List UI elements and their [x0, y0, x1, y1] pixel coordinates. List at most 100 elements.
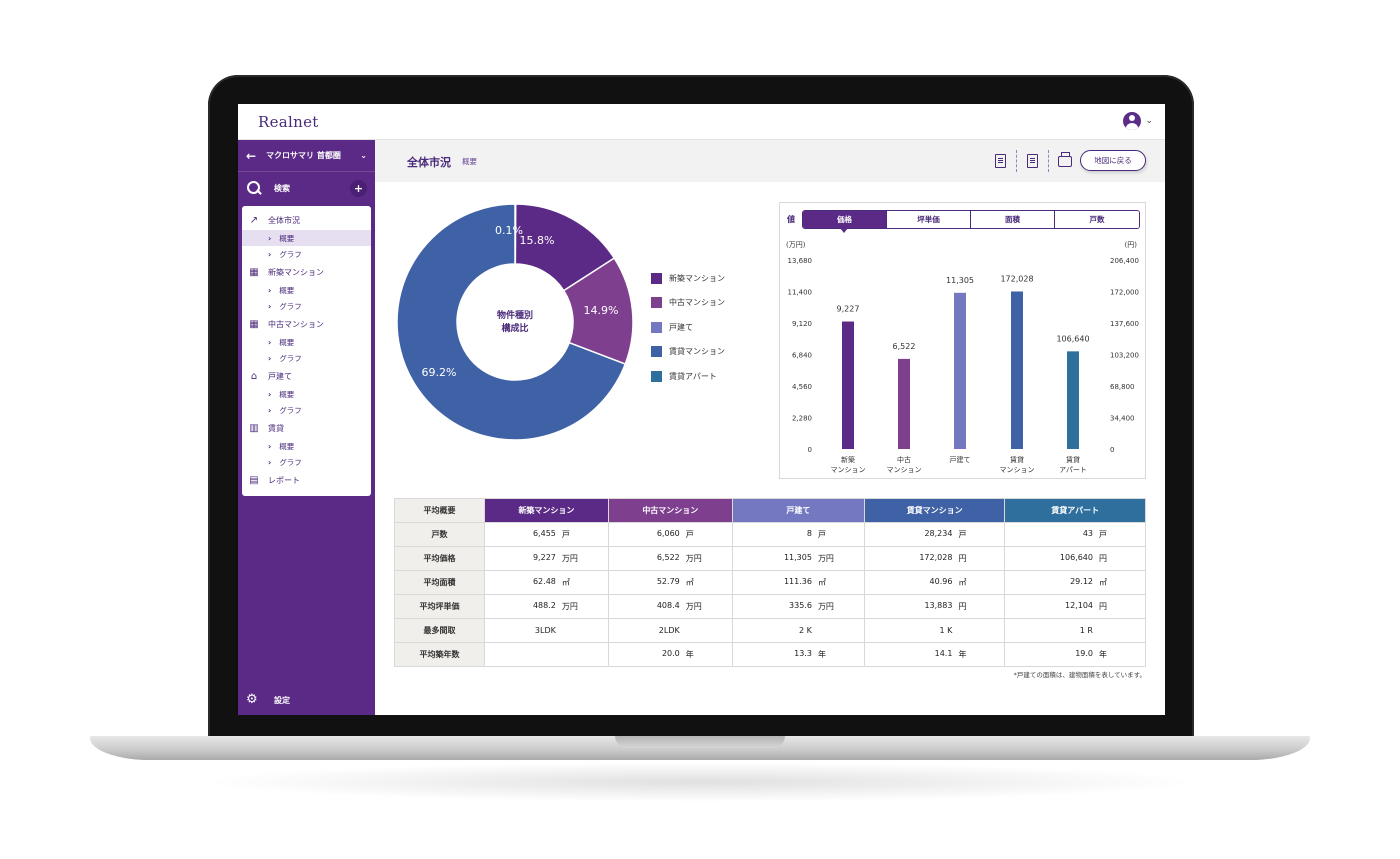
sidebar-search[interactable]: 検索 +: [238, 172, 375, 204]
y-tick-left: 9,120: [792, 320, 812, 328]
table-corner-header: 平均概要: [394, 498, 485, 523]
sidebar-subitem[interactable]: › 概要: [242, 282, 371, 298]
table-row: 平均価格 9,227 万円 6,522 万円 11,305 万円 172,028 円 106,64…: [394, 546, 1146, 571]
sidebar-subitem[interactable]: › グラフ: [242, 298, 371, 314]
document-icon-button[interactable]: [1017, 150, 1049, 172]
legend-label: 戸建て: [669, 322, 693, 332]
table-cell-unit: ㎡: [561, 578, 570, 587]
back-arrow-icon[interactable]: ←: [246, 148, 257, 163]
table-cell: 6,522 万円: [607, 546, 733, 571]
table-cell: 6,455 戸: [484, 522, 609, 547]
sidebar-subitem-label: グラフ: [279, 457, 302, 467]
active-tab-pointer: [840, 228, 848, 233]
table-cell-content: 20.0 年: [609, 649, 732, 660]
table-cell-unit: 万円: [817, 554, 834, 563]
app-logo[interactable]: Realnet: [258, 113, 319, 131]
gear-icon[interactable]: ⚙: [246, 692, 258, 707]
settings-item[interactable]: ⚙ 設定: [246, 693, 290, 707]
back-to-map-button[interactable]: 地図に戻る: [1080, 150, 1146, 171]
y-tick-right: 137,600: [1110, 320, 1139, 328]
sidebar-subitem[interactable]: › グラフ: [242, 350, 371, 366]
bar[interactable]: [1067, 351, 1079, 449]
sidebar-group-4[interactable]: ▥ 賃貸: [242, 418, 371, 438]
sidebar-subitem[interactable]: › 概要: [242, 230, 371, 246]
table-cell-content: 28,234 戸: [865, 529, 1005, 540]
table-cell: 488.2 万円: [484, 594, 609, 619]
settings-label: 設定: [274, 695, 290, 705]
report-icon: [995, 154, 1006, 168]
donut-slice-chintai[interactable]: [396, 203, 627, 441]
bar[interactable]: [1011, 291, 1023, 449]
donut-center-subtitle: 構成比: [501, 322, 528, 334]
bar[interactable]: [898, 358, 910, 449]
table-cell: 11,305 万円: [731, 546, 865, 571]
metric-tab[interactable]: 坪単価: [887, 211, 971, 228]
metric-tab[interactable]: 価格: [803, 211, 887, 228]
chevron-down-icon[interactable]: ⌄: [1145, 116, 1153, 126]
report-icon-button[interactable]: [985, 150, 1017, 172]
bar-value-label: 11,305: [946, 276, 974, 285]
chevron-down-icon[interactable]: ⌄: [360, 151, 367, 160]
table-cell: 28,234 戸: [863, 522, 1006, 547]
metric-tab[interactable]: 戸数: [1055, 211, 1139, 228]
house-icon: ⌂: [250, 370, 258, 382]
user-menu[interactable]: ⌄: [1123, 112, 1153, 130]
table-cell-unit: ㎡: [958, 578, 967, 587]
sidebar-group-label: 新築マンション: [268, 267, 324, 277]
sidebar-subitem-label: 概要: [279, 233, 295, 243]
table-cell: 20.0 年: [607, 642, 733, 667]
sidebar-subitem[interactable]: › 概要: [242, 334, 371, 350]
table-cell-value: 52.79: [656, 577, 680, 586]
table-cell-value: 172,028: [919, 553, 953, 562]
add-button[interactable]: +: [350, 179, 367, 197]
table-cell: 13,883 円: [863, 594, 1006, 619]
sidebar-subitem[interactable]: › 概要: [242, 438, 371, 454]
legend-item: 賃貸アパート: [651, 364, 725, 389]
table-cell: 13.3 年: [731, 642, 865, 667]
table-cell-unit: ㎡: [1099, 578, 1107, 587]
legend-swatch: [651, 370, 662, 382]
table-cell-value: 12,104: [1065, 601, 1093, 610]
table-cell: 1 R: [1004, 618, 1146, 643]
sidebar-header[interactable]: ← マクロサマリ 首都圏 ⌄: [238, 140, 375, 172]
sidebar-group-0[interactable]: ↗ 全体市況: [242, 210, 371, 230]
table-cell-unit: [952, 626, 976, 635]
sidebar-subitem[interactable]: › 概要: [242, 386, 371, 402]
table-cell-value: 6,060: [656, 529, 680, 538]
table-cell-unit: [680, 626, 704, 635]
sidebar-subitem[interactable]: › グラフ: [242, 246, 371, 262]
table-cell-value: 2LDK: [658, 626, 680, 635]
user-avatar-icon[interactable]: [1123, 112, 1142, 130]
sidebar-subitem[interactable]: › グラフ: [242, 454, 371, 470]
sidebar-group-label: 中古マンション: [268, 319, 324, 329]
table-cell-content: 13.3 年: [733, 649, 864, 660]
sidebar-group-3[interactable]: ⌂ 戸建て: [242, 366, 371, 386]
table-cell-unit: 戸: [817, 530, 826, 539]
table-row: 最多間取 3LDK 2LDK 2 K 1 K 1 R: [394, 618, 1146, 643]
sidebar-group-1[interactable]: ▦ 新築マンション: [242, 262, 371, 282]
search-icon[interactable]: [246, 180, 262, 196]
sidebar-subitem[interactable]: › グラフ: [242, 402, 371, 418]
sidebar-group-2[interactable]: ▦ 中古マンション: [242, 314, 371, 334]
table-cell-unit: 年: [1099, 650, 1107, 659]
table-cell-unit: 円: [1099, 554, 1107, 563]
metric-tab[interactable]: 面積: [971, 211, 1055, 228]
table-cell-unit: 円: [1099, 602, 1107, 611]
bar[interactable]: [842, 321, 854, 449]
page-subtitle: 概要: [462, 157, 477, 166]
table-cell: 3LDK: [484, 618, 609, 643]
table-cell-content: 106,640 円: [1005, 553, 1145, 564]
table-column-header: 賃貸マンション: [863, 498, 1006, 523]
sidebar-item-report[interactable]: ▤ レポート: [242, 470, 371, 490]
bar[interactable]: [954, 292, 966, 449]
chevron-right-icon: ›: [268, 301, 272, 311]
table-cell: 62.48 ㎡: [484, 570, 609, 595]
print-icon-button[interactable]: [1049, 150, 1081, 172]
table-cell-value: 408.4: [656, 601, 680, 610]
table-cell: 2 K: [731, 618, 865, 643]
table-cell-content: 12,104 円: [1005, 601, 1145, 612]
y-tick-left: 13,680: [788, 257, 813, 265]
table-cell-unit: 年: [817, 650, 826, 659]
table-cell: 43 戸: [1004, 522, 1146, 547]
page-header: 全体市況 概要 地図に戻る: [375, 140, 1165, 182]
